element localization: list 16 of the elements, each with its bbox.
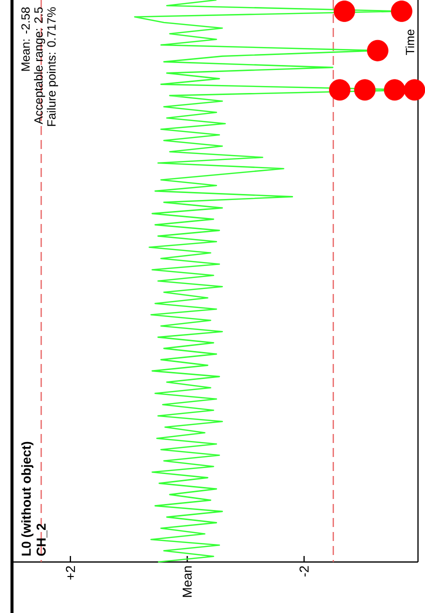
point <box>329 79 350 101</box>
point <box>366 40 388 62</box>
point <box>404 79 425 101</box>
text: CH_2 <box>36 524 48 556</box>
annotation: Mean: -2.58 <box>21 7 30 71</box>
annotation: Failure points: 0.717% <box>46 7 58 126</box>
x-tick-label: Mean <box>182 566 192 597</box>
point <box>354 79 376 101</box>
x-tick-label: -2 <box>300 566 309 576</box>
point <box>390 0 412 22</box>
annotation: Acceptable range: 2.5 <box>34 7 46 124</box>
point <box>334 0 356 22</box>
point <box>384 79 406 101</box>
y-axis-title: Time <box>405 30 414 55</box>
text: L0 (without object) <box>21 442 34 556</box>
x-tick-label: +2 <box>66 566 75 580</box>
